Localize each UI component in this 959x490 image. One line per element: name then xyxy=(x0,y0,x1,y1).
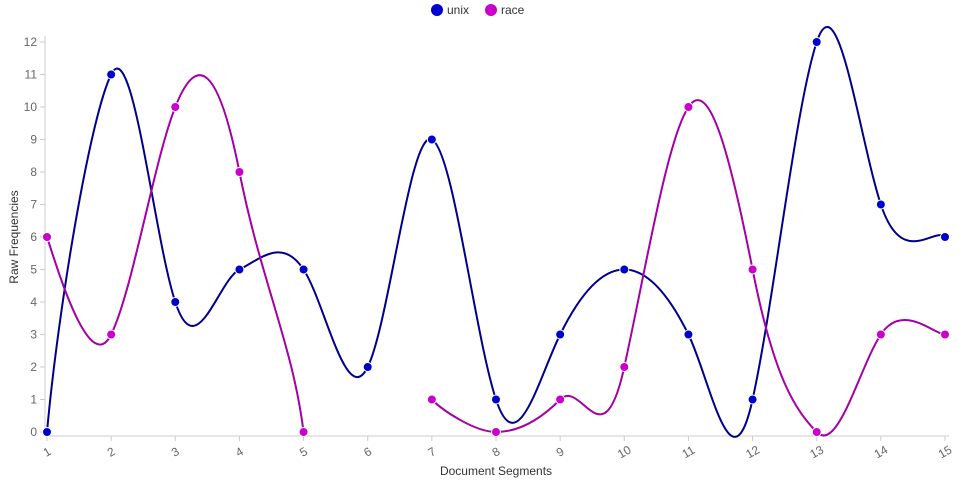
series-line-race xyxy=(431,99,946,437)
y-tick-label: 11 xyxy=(25,68,38,82)
data-point-race xyxy=(619,362,630,372)
series-line-unix xyxy=(46,25,946,438)
x-tick-label: 9 xyxy=(554,444,567,460)
data-point-race xyxy=(170,102,181,112)
data-point-unix xyxy=(234,264,245,275)
x-tick-label: 14 xyxy=(872,442,891,461)
y-tick-label: 6 xyxy=(30,230,37,244)
y-tick-label: 2 xyxy=(30,360,37,374)
series-points xyxy=(42,37,950,437)
legend-label-unix: unix xyxy=(447,3,469,17)
data-point-unix xyxy=(362,362,373,372)
x-tick-label: 8 xyxy=(490,444,503,460)
data-point-unix xyxy=(555,329,566,340)
data-point-unix xyxy=(491,394,501,405)
x-tick-label: 3 xyxy=(169,444,182,460)
data-point-unix xyxy=(747,394,758,405)
data-point-race xyxy=(491,427,501,437)
data-point-unix xyxy=(875,199,886,210)
x-tick-label: 15 xyxy=(936,442,955,461)
x-tick-label: 13 xyxy=(807,442,826,461)
legend-marker-race xyxy=(485,4,497,16)
x-tick-label: 10 xyxy=(615,442,634,461)
data-point-race xyxy=(747,264,758,275)
data-point-race xyxy=(940,329,950,340)
y-tick-label: 5 xyxy=(30,263,37,277)
data-point-unix xyxy=(106,69,117,80)
data-point-unix xyxy=(426,134,437,145)
data-point-race xyxy=(106,329,117,340)
x-tick-label: 2 xyxy=(105,444,118,460)
y-tick-label: 9 xyxy=(30,133,37,147)
data-point-unix xyxy=(298,264,309,275)
data-point-race xyxy=(683,102,694,112)
y-tick-label: 0 xyxy=(30,425,37,439)
data-point-race xyxy=(555,394,566,405)
y-tick-label: 3 xyxy=(30,328,37,342)
x-tick-label: 6 xyxy=(361,444,374,460)
data-point-race xyxy=(426,394,437,405)
x-axis: 1 2 3 4 5 6 7 8 9 10 11 12 13 14 15 xyxy=(41,435,955,462)
data-point-race xyxy=(875,329,886,340)
x-axis-title: Document Segments xyxy=(440,464,552,478)
data-point-unix xyxy=(683,329,694,340)
y-tick-label: 8 xyxy=(30,165,37,179)
data-point-race xyxy=(298,427,309,437)
legend-label-race: race xyxy=(501,3,525,17)
legend: unix race xyxy=(431,3,525,17)
y-tick-label: 1 xyxy=(30,393,37,407)
data-point-race xyxy=(42,232,52,242)
x-tick-label: 1 xyxy=(41,444,54,460)
data-point-unix xyxy=(619,264,630,275)
x-tick-label: 7 xyxy=(425,444,438,460)
y-axis-title: Raw Frequencies xyxy=(7,190,21,283)
data-point-unix xyxy=(811,37,822,47)
y-tick-label: 4 xyxy=(30,295,37,309)
data-point-race xyxy=(811,427,822,437)
y-tick-label: 12 xyxy=(24,35,38,49)
data-point-race xyxy=(234,167,245,177)
x-tick-label: 5 xyxy=(297,444,310,460)
y-tick-label: 10 xyxy=(24,100,38,114)
series-line-race xyxy=(46,74,305,433)
data-point-unix xyxy=(42,427,52,437)
x-tick-label: 4 xyxy=(233,444,246,460)
legend-marker-unix xyxy=(431,4,443,16)
series-lines xyxy=(46,25,946,438)
data-point-unix xyxy=(170,297,181,307)
y-tick-label: 7 xyxy=(30,198,37,212)
x-tick-label: 11 xyxy=(680,443,698,462)
data-point-unix xyxy=(940,232,950,242)
x-tick-label: 12 xyxy=(743,442,762,461)
